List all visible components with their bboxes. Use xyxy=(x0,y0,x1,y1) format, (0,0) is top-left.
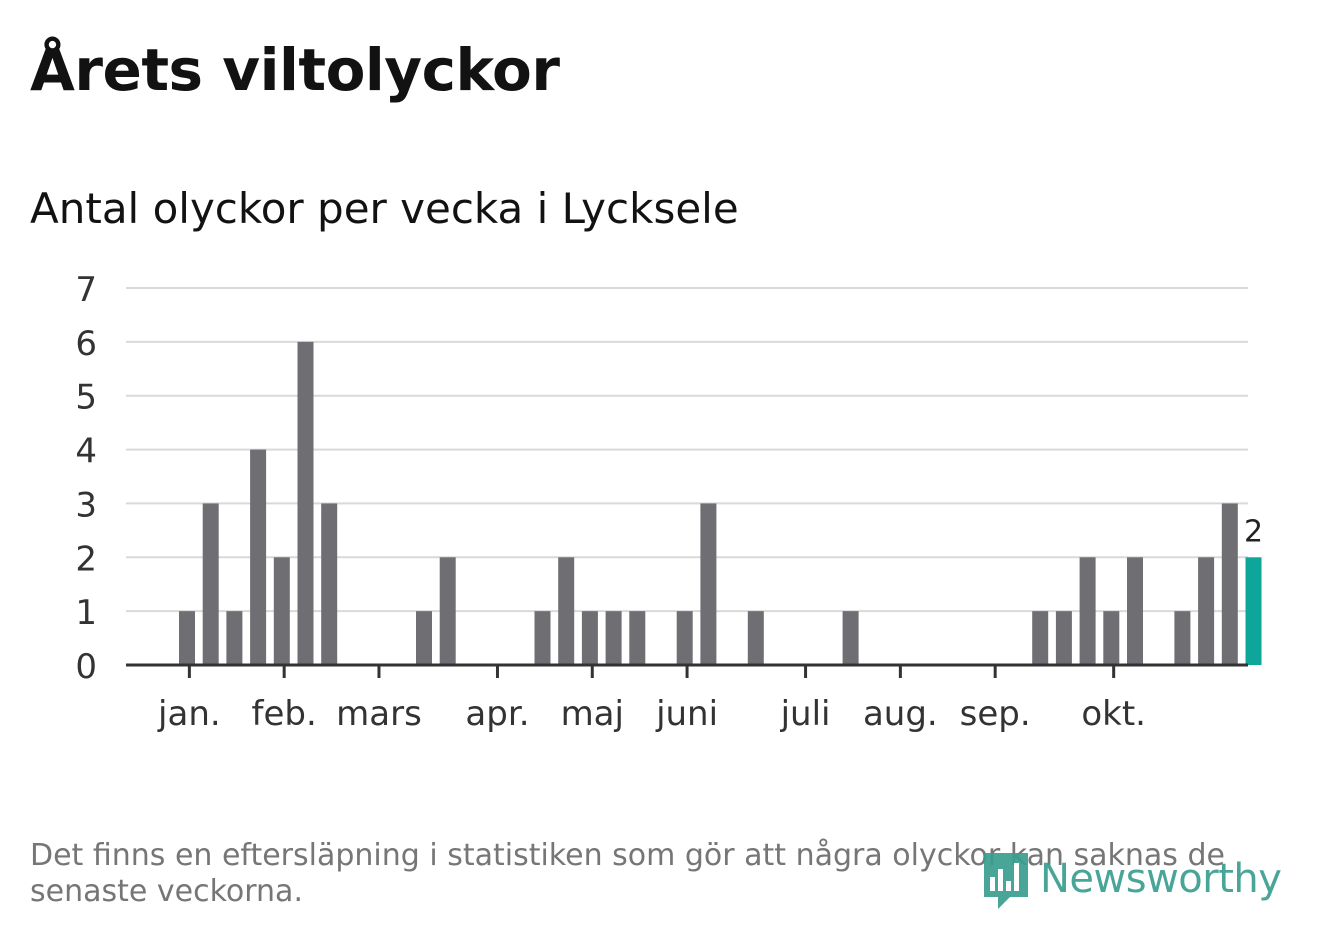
bars xyxy=(179,341,1262,665)
bar xyxy=(581,611,598,665)
x-tick-label: maj xyxy=(561,694,624,734)
x-tick-label: feb. xyxy=(252,694,317,734)
bar xyxy=(558,557,575,665)
x-axis: jan. feb. mars apr. maj juni juli aug. sep. okt. xyxy=(126,663,1248,734)
bar xyxy=(534,611,551,665)
bar xyxy=(1055,611,1072,665)
chart-subtitle: Antal olyckor per vecka i Lycksele xyxy=(30,184,739,233)
x-tick-label: mars xyxy=(336,694,422,734)
bar xyxy=(629,611,646,665)
bar-highlight xyxy=(1245,557,1262,665)
bar xyxy=(676,611,693,665)
bar xyxy=(202,503,219,665)
bar xyxy=(273,557,290,665)
x-tick-label: juli xyxy=(780,694,831,734)
x-tick-label: jan. xyxy=(157,694,221,734)
x-tick-label: sep. xyxy=(960,694,1031,734)
y-tick-label: 1 xyxy=(75,593,97,633)
x-tick-label: juni xyxy=(655,694,718,734)
bar xyxy=(1221,503,1238,665)
bar xyxy=(226,611,243,665)
bar xyxy=(747,611,764,665)
bar xyxy=(1103,611,1120,665)
bar xyxy=(297,341,314,665)
x-tick-label: okt. xyxy=(1081,694,1146,734)
bar xyxy=(700,503,717,665)
y-tick-label: 6 xyxy=(75,324,97,364)
bar xyxy=(179,611,195,665)
x-tick-label: aug. xyxy=(863,694,938,734)
bar xyxy=(1127,557,1143,665)
bar xyxy=(605,611,622,665)
bar xyxy=(1079,557,1096,665)
y-tick-label: 0 xyxy=(75,647,97,687)
newsworthy-logo: Newsworthy xyxy=(980,846,1282,912)
bar xyxy=(439,557,456,665)
bar xyxy=(321,503,338,665)
y-tick-label: 3 xyxy=(75,485,97,525)
data-label-highlight: 2 xyxy=(1244,514,1263,549)
data-labels: 2 xyxy=(1244,514,1263,549)
x-tick-label: apr. xyxy=(465,694,529,734)
y-axis: 0 1 2 3 4 5 6 7 xyxy=(75,270,97,687)
y-tick-label: 2 xyxy=(75,539,97,579)
bar xyxy=(250,449,267,665)
y-tick-label: 7 xyxy=(75,270,97,310)
y-tick-label: 4 xyxy=(75,432,97,472)
logo-text: Newsworthy xyxy=(1040,856,1282,902)
y-tick-label: 5 xyxy=(75,378,97,418)
bar xyxy=(1032,611,1049,665)
bar xyxy=(1198,557,1215,665)
newsworthy-chart-icon xyxy=(984,853,1028,909)
chart-title: Årets viltolyckor xyxy=(30,36,560,104)
bar xyxy=(842,611,859,665)
bar xyxy=(416,611,432,665)
bar xyxy=(1174,611,1191,665)
